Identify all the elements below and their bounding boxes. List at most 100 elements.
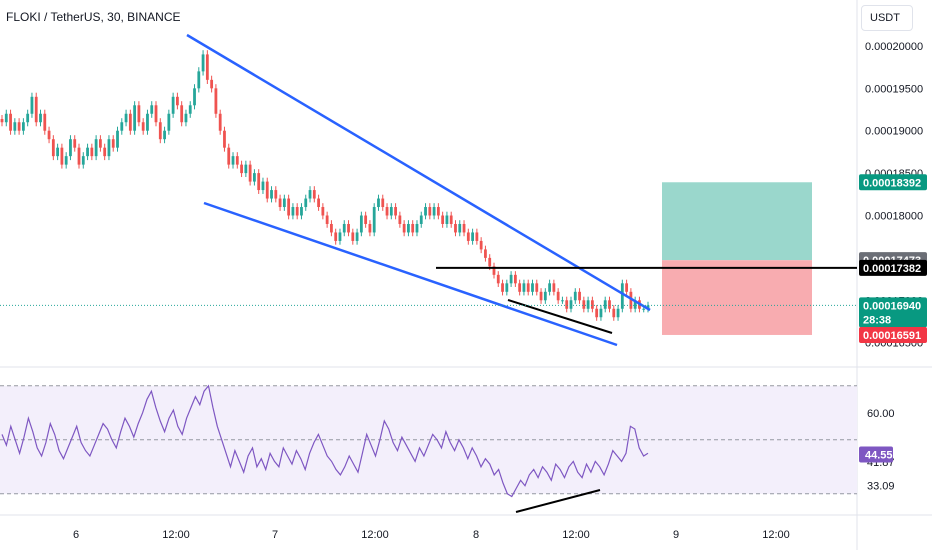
candle-body xyxy=(248,164,252,182)
candle-body xyxy=(646,305,650,309)
candle-body xyxy=(424,207,427,216)
candle-body xyxy=(43,113,47,131)
candle-body xyxy=(556,291,560,301)
candle xyxy=(535,279,539,296)
candle xyxy=(158,118,162,144)
candle xyxy=(34,92,38,127)
candle-body xyxy=(526,283,530,292)
candle xyxy=(227,143,231,169)
lower-trendline xyxy=(203,201,618,347)
candle-body xyxy=(471,232,474,241)
time-axis[interactable]: 6 12:00 7 12:00 8 12:00 9 12:00 xyxy=(73,529,790,541)
candle-body xyxy=(582,300,586,309)
candle xyxy=(548,279,552,296)
candle xyxy=(26,109,30,127)
candle xyxy=(64,152,68,169)
candle xyxy=(248,160,252,186)
candle-body xyxy=(253,173,256,182)
candle-body xyxy=(505,283,509,292)
candle-body xyxy=(146,113,149,131)
candle xyxy=(415,220,419,237)
candle xyxy=(141,118,145,135)
candle-body xyxy=(334,232,338,241)
candle xyxy=(137,101,141,127)
candle-body xyxy=(479,240,483,250)
candle-body xyxy=(261,181,265,191)
candle-body xyxy=(312,190,316,199)
price-axis[interactable]: 0.000200000.000195000.000190000.00018500… xyxy=(859,41,927,493)
currency-button[interactable]: USDT xyxy=(861,5,913,31)
time-tick-label: 12:00 xyxy=(162,529,190,541)
countdown-label: 28:38 xyxy=(863,314,891,326)
candle xyxy=(454,220,457,237)
candle xyxy=(133,101,137,135)
candle-body xyxy=(51,139,55,157)
candle xyxy=(304,194,308,211)
candle xyxy=(458,220,462,237)
candle-body xyxy=(77,147,81,165)
candle-body xyxy=(81,156,85,165)
candle xyxy=(496,271,500,287)
candle xyxy=(518,279,522,296)
candle-body xyxy=(595,308,599,318)
candle-body xyxy=(265,181,269,199)
candle xyxy=(389,203,393,220)
candle xyxy=(253,169,256,186)
candle xyxy=(462,220,466,237)
candle xyxy=(625,279,629,296)
candle-body xyxy=(599,308,603,318)
time-tick-label: 12:00 xyxy=(361,529,389,541)
candle-body xyxy=(338,232,342,241)
candle-body xyxy=(150,105,154,114)
candle xyxy=(402,220,406,237)
candle-body xyxy=(282,198,286,208)
candle xyxy=(278,194,282,211)
candle-body xyxy=(321,207,325,216)
candle xyxy=(111,135,115,152)
candle xyxy=(325,211,329,228)
candle-body xyxy=(342,223,346,233)
candle-body xyxy=(561,300,564,302)
candle-body xyxy=(368,223,372,233)
candle xyxy=(223,126,226,152)
candle xyxy=(235,152,239,169)
upper-trendline xyxy=(186,33,651,312)
stop-zone xyxy=(662,260,812,335)
candle-body xyxy=(0,119,4,123)
candle-body xyxy=(543,291,547,301)
candle xyxy=(81,152,85,169)
candle xyxy=(116,126,119,152)
candle-body xyxy=(377,198,380,208)
symbol-title[interactable]: FLOKI / TetherUS, 30, BINANCE xyxy=(6,10,181,24)
time-tick-label: 6 xyxy=(73,529,79,541)
candle xyxy=(646,301,650,313)
candle xyxy=(432,203,436,220)
candle xyxy=(231,152,235,169)
candle-body xyxy=(218,113,222,131)
candle-body xyxy=(193,88,196,106)
candle-body xyxy=(454,223,457,233)
candle-body xyxy=(552,283,556,292)
candle-body xyxy=(625,283,629,292)
candle-body xyxy=(30,96,34,114)
candle-body xyxy=(197,71,201,89)
candle-body xyxy=(351,232,355,241)
candle-body xyxy=(167,113,171,131)
rsi-pane[interactable] xyxy=(0,384,857,513)
price-tag-label: 0.00016940 xyxy=(863,300,921,312)
candle-body xyxy=(287,198,291,216)
candle xyxy=(573,288,577,304)
candle xyxy=(171,92,175,118)
candle xyxy=(449,211,453,228)
candle-body xyxy=(278,198,282,208)
candle-body xyxy=(449,215,453,224)
candle-body xyxy=(133,105,137,131)
candle xyxy=(312,186,316,203)
candle-body xyxy=(17,122,21,131)
candle xyxy=(471,228,474,245)
candle xyxy=(184,109,188,127)
candle-body xyxy=(73,139,77,148)
candle xyxy=(180,101,184,127)
